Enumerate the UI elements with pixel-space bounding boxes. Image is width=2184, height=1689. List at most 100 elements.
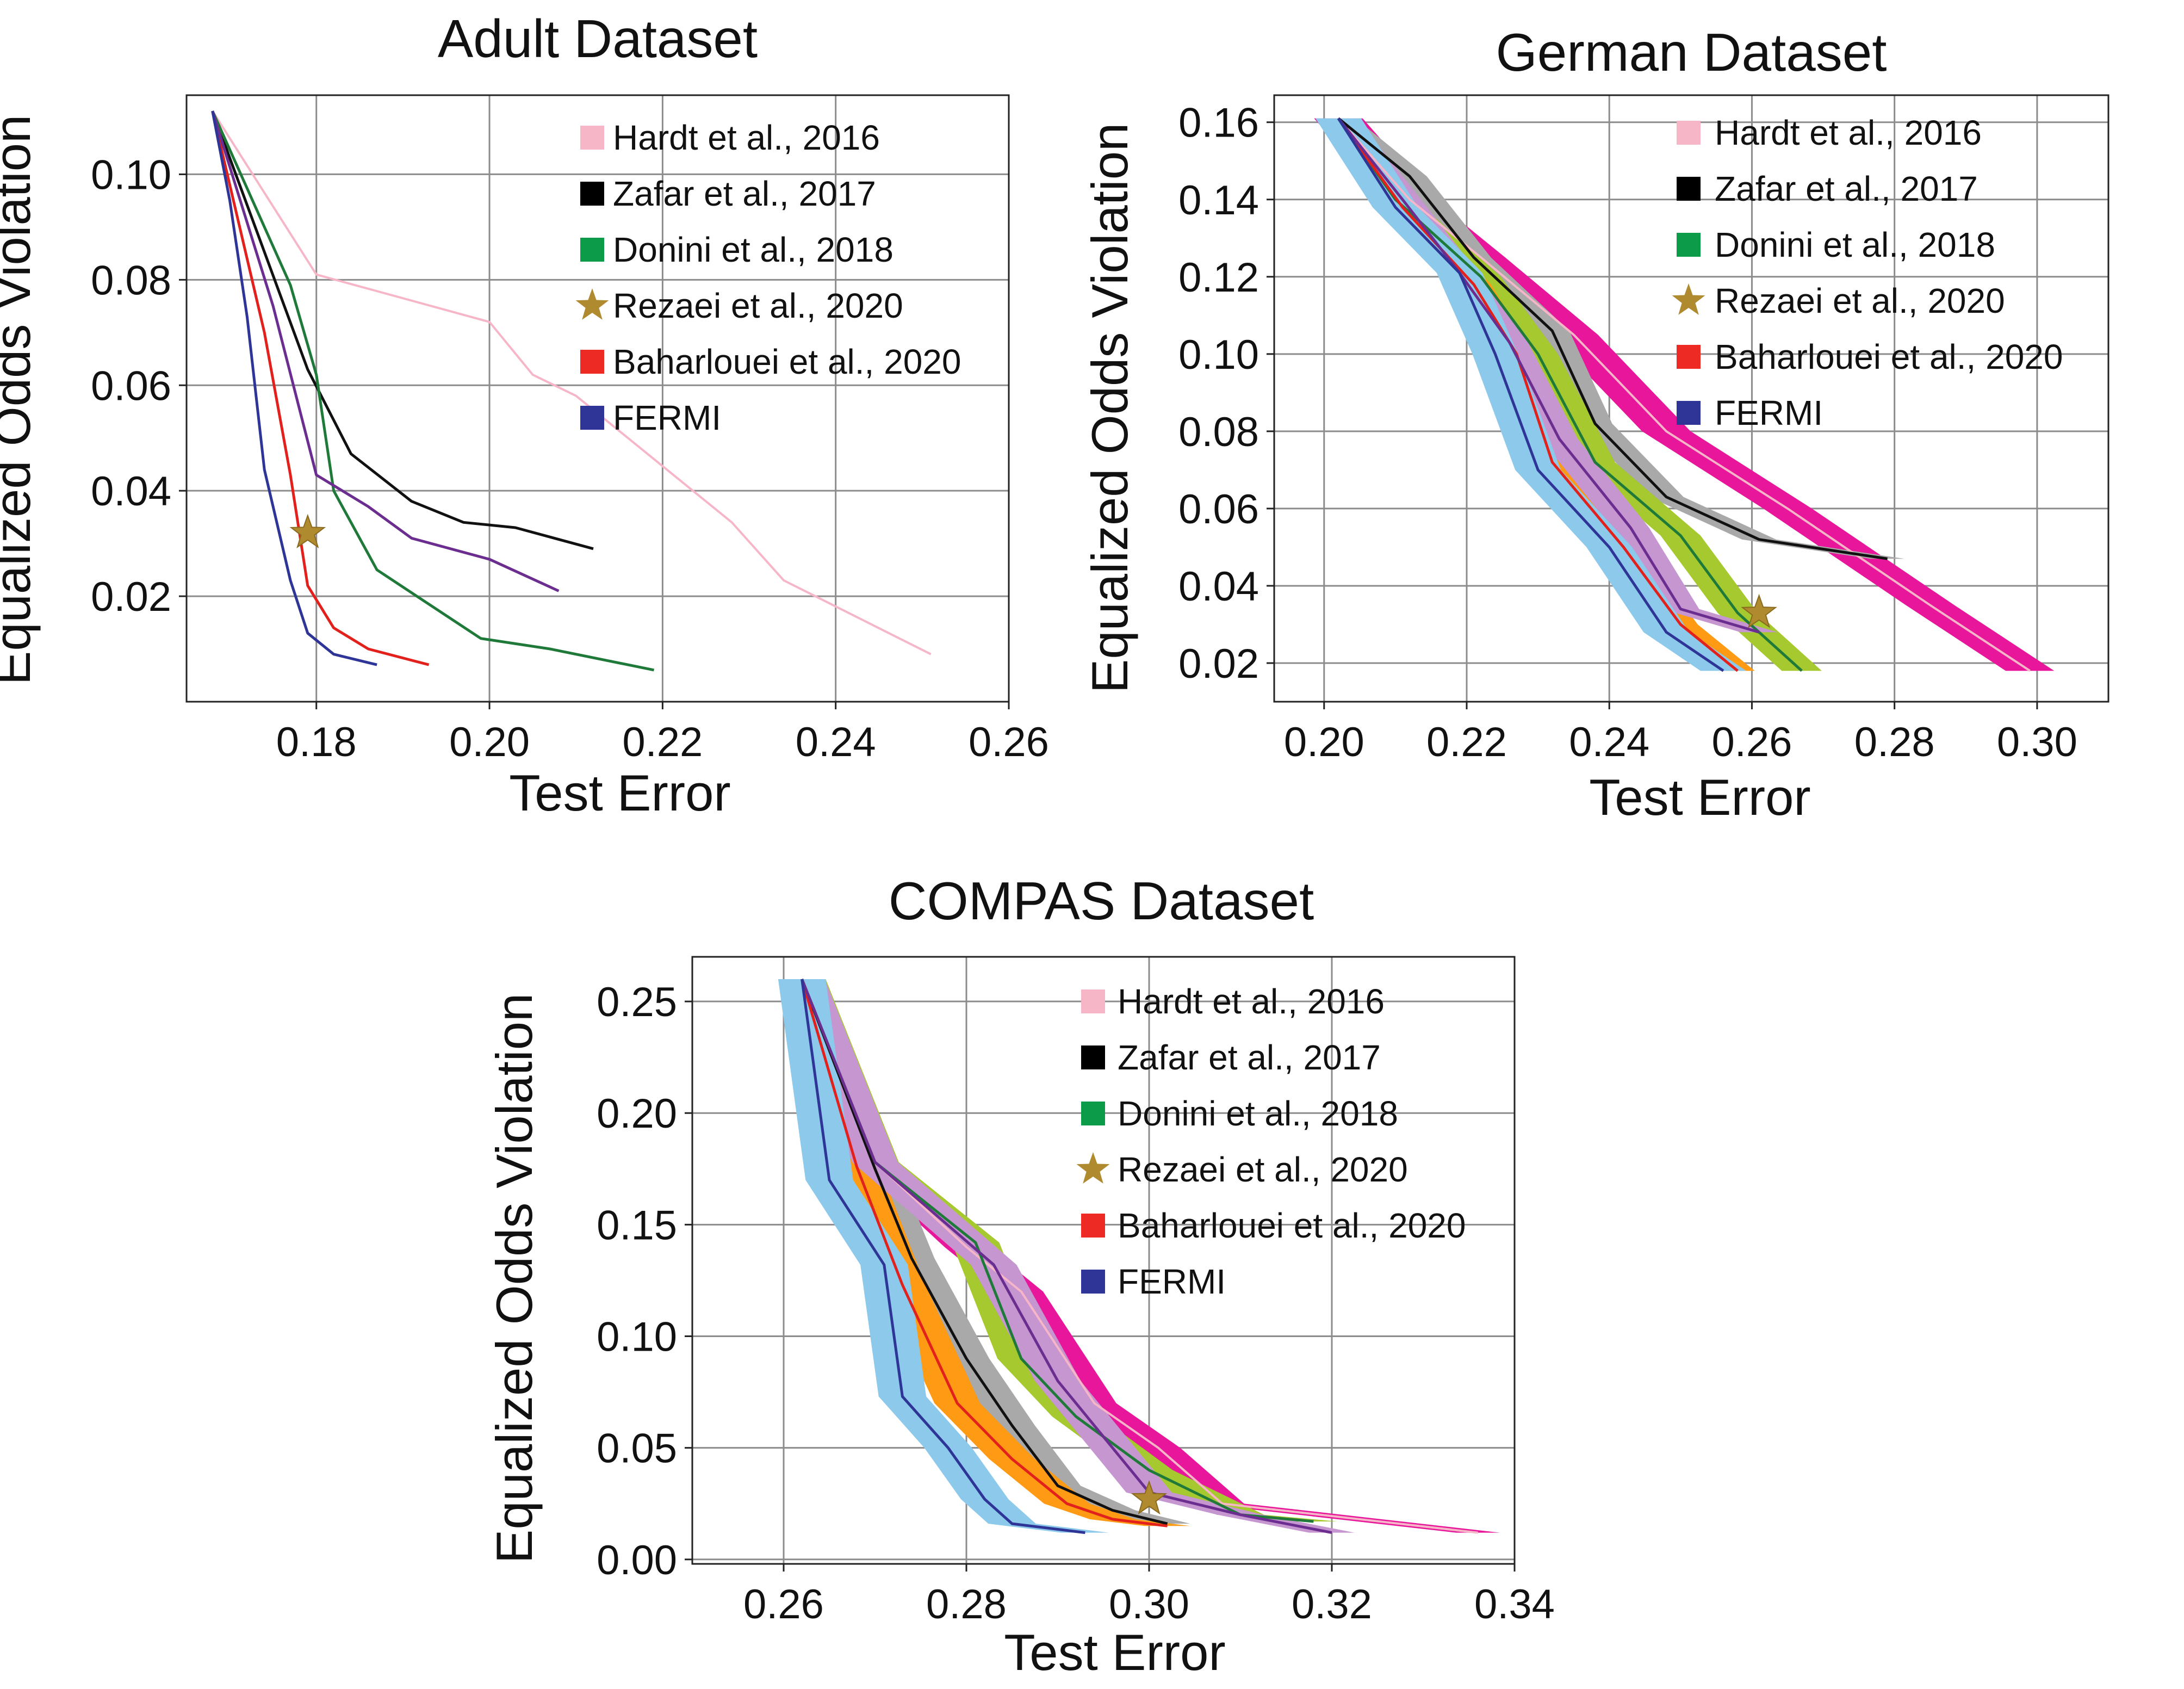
legend-label: Rezaei et al., 2020 — [613, 286, 903, 325]
series-line-donini — [211, 110, 654, 672]
plot-frame — [691, 956, 1516, 1565]
y-tick-label: 0.06 — [91, 363, 171, 409]
legend-label: Baharlouei et al., 2020 — [1715, 337, 2063, 376]
legend-marker-rezaei — [1672, 283, 1705, 315]
series-line-baharlouei — [211, 110, 430, 666]
y-tick-label: 0.15 — [597, 1202, 677, 1248]
legend-marker-rezaei — [1076, 1152, 1110, 1184]
y-tick-label: 0.08 — [91, 257, 171, 304]
band-hardt — [1314, 118, 2055, 671]
x-tick-label: 0.22 — [1426, 719, 1507, 765]
x-tick-label: 0.28 — [1854, 719, 1935, 765]
series-line-zafar — [801, 979, 1168, 1525]
x-tick-label: 0.26 — [1711, 719, 1792, 765]
y-axis-label: Equalized Odds Violation — [486, 993, 543, 1564]
y-tick-label: 0.14 — [1178, 177, 1259, 224]
y-tick-label: 0.02 — [91, 574, 171, 620]
x-tick-label: 0.26 — [743, 1581, 824, 1628]
legend-marker-zafar — [1677, 177, 1701, 201]
legend: Hardt et al., 2016 Zafar et al., 2017 Doni… — [575, 118, 961, 437]
plot-area — [778, 979, 1500, 1535]
y-axis-label: Equalized Odds Violation — [1081, 123, 1138, 694]
legend-marker-zafar — [1081, 1045, 1105, 1069]
legend-marker-baharlouei — [1677, 345, 1701, 369]
band-purple — [779, 979, 1355, 1533]
legend-marker-hardt — [1081, 989, 1105, 1013]
legend-marker-baharlouei — [580, 350, 604, 374]
band-fermi — [778, 979, 1109, 1533]
legend-marker-fermi — [1677, 401, 1701, 425]
x-tick-label: 0.34 — [1474, 1581, 1555, 1628]
y-tick-label: 0.20 — [597, 1091, 677, 1137]
legend-label: Zafar et al., 2017 — [613, 174, 876, 213]
x-tick-label: 0.18 — [276, 719, 357, 765]
series-line-baharlouei — [801, 979, 1168, 1527]
y-tick-label: 0.16 — [1178, 100, 1259, 146]
chart-german: German Dataset 0.20 0.22 0.24 0.26 0.28 0.30 0.… — [1081, 22, 2109, 826]
series-line-purple — [1337, 117, 1760, 634]
y-tick-label: 0.10 — [91, 152, 171, 198]
marker-star-rezaei — [1131, 1480, 1168, 1515]
y-tick-label: 0.08 — [1178, 409, 1259, 455]
series-line-fermi — [801, 979, 1085, 1535]
legend-marker-fermi — [580, 406, 604, 430]
x-tick-label: 0.24 — [796, 719, 876, 765]
legend-marker-hardt — [580, 126, 604, 150]
series-line-hardt — [1337, 117, 2031, 672]
y-tick-label: 0.10 — [597, 1314, 677, 1360]
legend-marker-donini — [1081, 1102, 1105, 1125]
series-line-fermi — [1337, 117, 1724, 672]
legend-marker-zafar — [580, 182, 604, 206]
legend-label: Hardt et al., 2016 — [613, 118, 880, 157]
x-tick-label: 0.20 — [449, 719, 530, 765]
legend-marker-rezaei — [575, 288, 609, 320]
series-line-fermi — [211, 110, 377, 666]
legend-label: Baharlouei et al., 2020 — [613, 342, 961, 381]
y-tick-label: 0.00 — [597, 1537, 677, 1583]
y-axis-label: Equalized Odds Violation — [0, 115, 41, 685]
legend-label: FERMI — [1118, 1262, 1226, 1301]
legend: Hardt et al., 2016 Zafar et al., 2017 Doni… — [1672, 113, 2063, 432]
chart-compas: COMPAS Dataset 0.26 0.28 0.30 0.32 0.34 0.00 0.… — [486, 871, 1555, 1681]
y-tick-label: 0.12 — [1178, 255, 1259, 301]
legend-label: Hardt et al., 2016 — [1715, 113, 1982, 152]
legend-label: FERMI — [1715, 393, 1823, 432]
plot-area — [211, 110, 932, 672]
x-tick-label: 0.32 — [1292, 1581, 1372, 1628]
legend-marker-hardt — [1677, 121, 1701, 145]
legend-label: FERMI — [613, 398, 721, 437]
y-tick-label: 0.06 — [1178, 486, 1259, 533]
marker-star-rezaei — [289, 513, 326, 549]
chart-title: German Dataset — [1496, 22, 1887, 82]
series-line-zafar — [211, 110, 594, 550]
legend-marker-fermi — [1081, 1270, 1105, 1294]
x-axis-label: Test Error — [1589, 769, 1810, 826]
y-tick-label: 0.02 — [1178, 641, 1259, 687]
legend-label: Zafar et al., 2017 — [1715, 169, 1978, 208]
x-tick-label: 0.24 — [1569, 719, 1649, 765]
series-line-purple — [801, 979, 1332, 1535]
legend-label: Baharlouei et al., 2020 — [1118, 1206, 1466, 1245]
plot-frame — [185, 94, 1010, 703]
series-line-hardt — [212, 110, 932, 655]
legend-marker-donini — [1677, 233, 1701, 257]
series-line-purple — [211, 110, 560, 592]
chart-title: COMPAS Dataset — [889, 871, 1314, 931]
x-tick-label: 0.22 — [622, 719, 703, 765]
band-hardt — [780, 979, 1500, 1533]
legend-label: Hardt et al., 2016 — [1118, 982, 1385, 1021]
series-line-baharlouei — [1337, 117, 1739, 672]
y-tick-label: 0.10 — [1178, 332, 1259, 378]
plot-area — [1314, 117, 2055, 672]
legend-marker-baharlouei — [1081, 1214, 1105, 1238]
legend-label: Donini et al., 2018 — [613, 230, 894, 269]
legend: Hardt et al., 2016 Zafar et al., 2017 Doni… — [1076, 982, 1466, 1301]
marker-star-rezaei — [1741, 593, 1777, 628]
y-tick-label: 0.25 — [597, 979, 677, 1025]
x-tick-label: 0.30 — [1997, 719, 2077, 765]
legend-label: Donini et al., 2018 — [1715, 225, 1995, 264]
x-tick-label: 0.28 — [926, 1581, 1007, 1628]
legend-label: Donini et al., 2018 — [1118, 1094, 1398, 1133]
chart-title: Adult Dataset — [438, 9, 758, 69]
